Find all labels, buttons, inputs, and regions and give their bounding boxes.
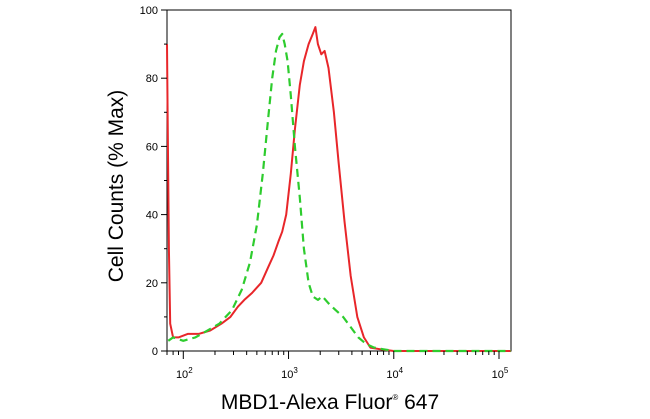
series-line-2	[167, 32, 511, 353]
y-tick-label: 20	[146, 278, 158, 290]
series-layer	[166, 26, 511, 353]
y-tick-label: 60	[146, 141, 158, 153]
y-tick-label: 40	[146, 210, 158, 222]
x-axis-title: MBD1-Alexa Fluor® 647	[221, 391, 439, 414]
x-axis-title-main: MBD1-Alexa Fluor	[221, 391, 393, 414]
y-axis-title: Cell Counts (% Max)	[105, 90, 128, 283]
series-line-1	[166, 26, 511, 352]
x-axis-title-suffix: 647	[398, 391, 439, 414]
plot-frame	[166, 9, 512, 352]
x-tick-label: 102	[176, 366, 193, 381]
x-tick-label: 104	[386, 366, 403, 381]
registered-mark: ®	[392, 393, 398, 402]
x-axis: 102 103 104 105	[166, 351, 509, 381]
plot-border	[166, 9, 512, 352]
y-tick-label: 0	[152, 346, 158, 358]
x-tick-label: 105	[492, 366, 509, 381]
x-tick-label: 103	[281, 366, 298, 381]
y-tick-label: 80	[146, 73, 158, 85]
y-tick-label: 100	[140, 5, 158, 17]
y-axis: 0 20 40 60 80 100	[140, 5, 167, 358]
